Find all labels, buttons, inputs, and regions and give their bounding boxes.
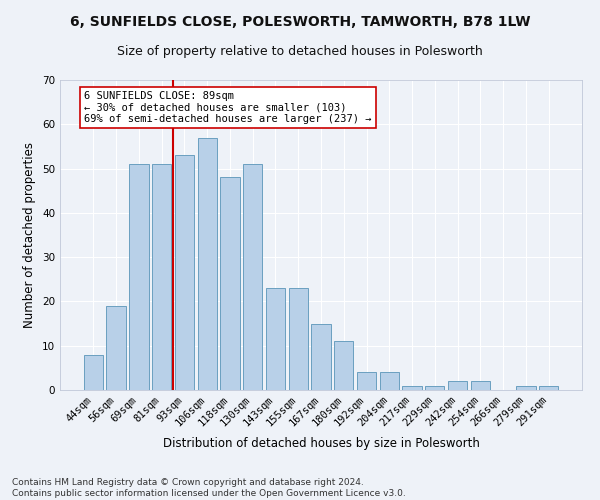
- Bar: [380, 372, 399, 390]
- Text: 6 SUNFIELDS CLOSE: 89sqm
← 30% of detached houses are smaller (103)
69% of semi-: 6 SUNFIELDS CLOSE: 89sqm ← 30% of detach…: [84, 91, 372, 124]
- Bar: [220, 178, 239, 390]
- Bar: [334, 342, 353, 390]
- Bar: [516, 386, 536, 390]
- Bar: [470, 381, 490, 390]
- Bar: [425, 386, 445, 390]
- Bar: [106, 306, 126, 390]
- Y-axis label: Number of detached properties: Number of detached properties: [23, 142, 37, 328]
- Text: 6, SUNFIELDS CLOSE, POLESWORTH, TAMWORTH, B78 1LW: 6, SUNFIELDS CLOSE, POLESWORTH, TAMWORTH…: [70, 15, 530, 29]
- Bar: [539, 386, 558, 390]
- X-axis label: Distribution of detached houses by size in Polesworth: Distribution of detached houses by size …: [163, 437, 479, 450]
- Bar: [357, 372, 376, 390]
- Bar: [448, 381, 467, 390]
- Bar: [129, 164, 149, 390]
- Bar: [403, 386, 422, 390]
- Bar: [152, 164, 172, 390]
- Bar: [243, 164, 262, 390]
- Bar: [311, 324, 331, 390]
- Bar: [175, 156, 194, 390]
- Text: Contains HM Land Registry data © Crown copyright and database right 2024.
Contai: Contains HM Land Registry data © Crown c…: [12, 478, 406, 498]
- Bar: [84, 354, 103, 390]
- Bar: [289, 288, 308, 390]
- Bar: [197, 138, 217, 390]
- Text: Size of property relative to detached houses in Polesworth: Size of property relative to detached ho…: [117, 45, 483, 58]
- Bar: [266, 288, 285, 390]
